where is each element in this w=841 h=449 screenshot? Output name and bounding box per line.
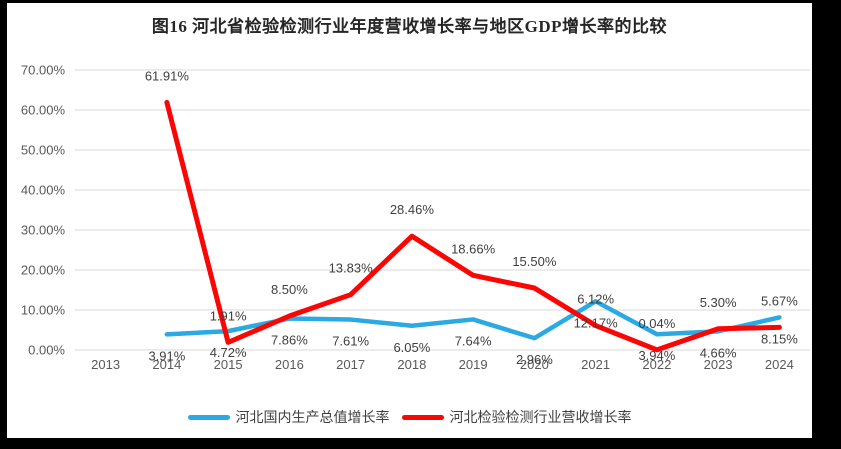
y-axis-tick-label: 0.00% [28, 343, 65, 358]
data-label: 13.83% [329, 261, 374, 276]
data-label: 7.64% [455, 333, 492, 348]
legend-label-industry-revenue: 河北检验检测行业营收增长率 [449, 409, 632, 425]
data-label: 2.96% [516, 352, 553, 367]
industry-revenue-series-swatch-icon [401, 414, 444, 420]
x-axis-tick-label: 2024 [765, 357, 794, 372]
data-label: 8.15% [761, 331, 798, 346]
data-label: 4.72% [210, 345, 247, 360]
y-axis-tick-label: 30.00% [21, 223, 66, 238]
data-label: 0.04% [638, 316, 675, 331]
x-axis-tick-label: 2020 [520, 357, 549, 372]
x-axis-tick-label: 2015 [214, 357, 243, 372]
data-label: 3.91% [148, 348, 185, 363]
data-label: 5.67% [761, 293, 798, 308]
data-label: 4.66% [700, 345, 737, 360]
data-label: 7.86% [271, 333, 308, 348]
gdp-series-swatch-icon [187, 414, 230, 420]
x-axis-tick-label: 2016 [275, 357, 304, 372]
data-label: 28.46% [390, 202, 435, 217]
x-axis-tick-label: 2023 [704, 357, 733, 372]
data-label: 6.12% [577, 292, 614, 307]
x-axis-tick-label: 2021 [581, 357, 610, 372]
data-label: 3.94% [638, 348, 675, 363]
chart-title: 图16 河北省检验检测行业年度营收增长率与地区GDP增长率的比较 [151, 17, 668, 36]
y-axis-tick-label: 60.00% [21, 103, 66, 118]
x-axis-tick-label: 2013 [91, 357, 120, 372]
data-label: 7.61% [332, 334, 369, 349]
x-axis-tick-label: 2019 [459, 357, 488, 372]
data-label: 61.91% [145, 68, 190, 83]
x-axis-tick-label: 2022 [642, 357, 671, 372]
data-label: 1.91% [210, 308, 247, 323]
y-axis-tick-label: 40.00% [21, 183, 66, 198]
series-line-1 [164, 99, 782, 353]
y-axis-tick-label: 20.00% [21, 263, 66, 278]
data-label: 8.50% [271, 282, 308, 297]
chart-legend: 河北国内生产总值增长率 河北检验检测行业营收增长率 [7, 407, 812, 427]
y-axis-tick-label: 70.00% [21, 63, 66, 78]
chart-plot-area: 0.00% 10.00% 20.00% 30.00% 40.00% 50.00% 60.00… [21, 63, 810, 372]
data-label: 12.17% [574, 315, 619, 330]
x-axis-tick-label: 2014 [152, 357, 181, 372]
data-label: 18.66% [451, 241, 496, 256]
legend-item-industry-revenue: 河北检验检测行业营收增长率 [401, 407, 632, 427]
y-axis-tick-label: 10.00% [21, 303, 66, 318]
x-axis-tick-label: 2017 [336, 357, 365, 372]
x-axis-tick-label: 2018 [397, 357, 426, 372]
data-label: 6.05% [393, 340, 430, 355]
chart-card: 图16 河北省检验检测行业年度营收增长率与地区GDP增长率的比较 0.00% 10… [7, 3, 812, 438]
y-axis-tick-label: 50.00% [21, 143, 66, 158]
legend-label-gdp: 河北国内生产总值增长率 [235, 409, 390, 425]
data-label: 5.30% [700, 295, 737, 310]
legend-item-gdp: 河北国内生产总值增长率 [187, 407, 390, 427]
data-label: 15.50% [512, 254, 557, 269]
